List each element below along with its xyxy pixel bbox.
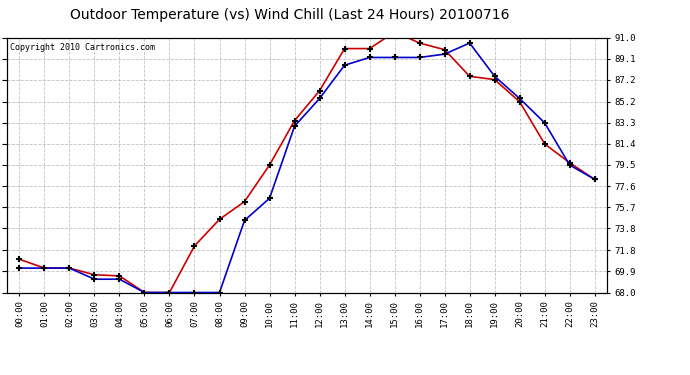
Text: Copyright 2010 Cartronics.com: Copyright 2010 Cartronics.com [10, 43, 155, 52]
Text: Outdoor Temperature (vs) Wind Chill (Last 24 Hours) 20100716: Outdoor Temperature (vs) Wind Chill (Las… [70, 8, 509, 21]
